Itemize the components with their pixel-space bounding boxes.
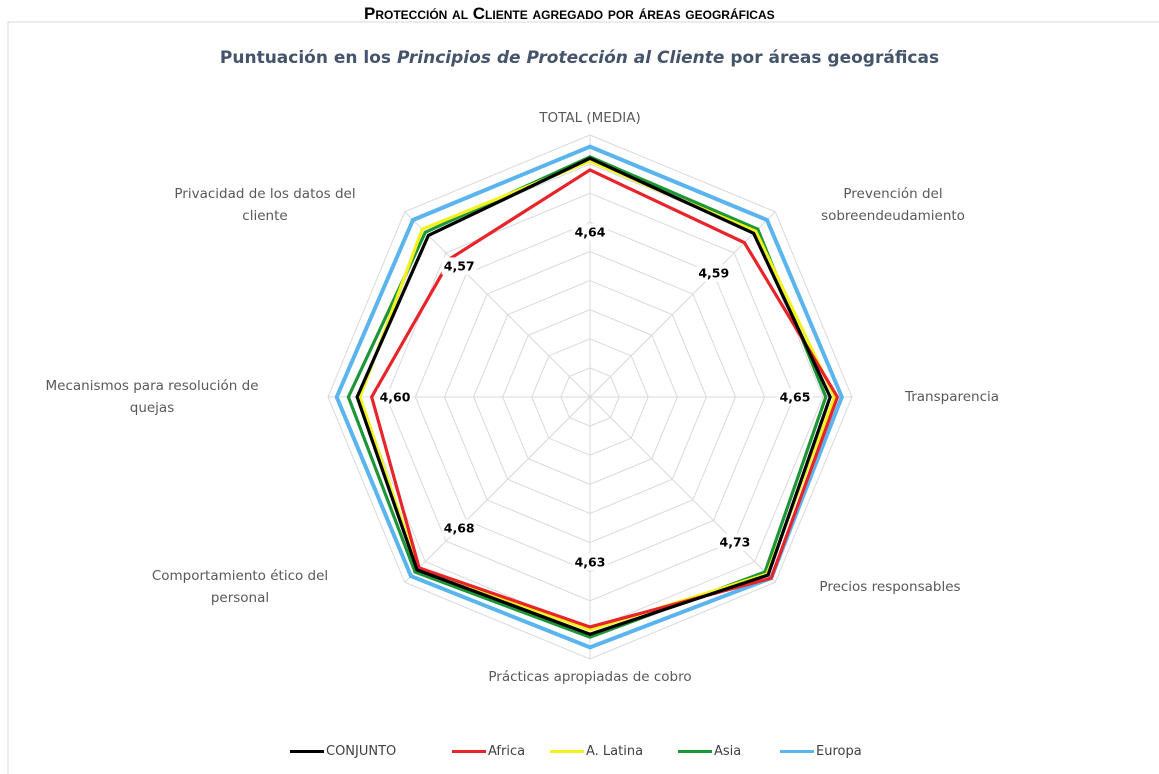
series-line xyxy=(334,144,844,650)
series-line xyxy=(369,168,840,629)
title-part: por áreas geográficas xyxy=(730,48,940,68)
data-label: 4,63 xyxy=(572,553,608,571)
axis-label: Prevención del sobreendeudamiento xyxy=(821,186,965,224)
axis-label: TOTAL (MEDIA) xyxy=(539,110,641,126)
legend-label: CONJUNTO xyxy=(326,744,397,759)
title-part: Puntuación en los xyxy=(219,48,392,68)
axis-line xyxy=(589,211,776,398)
legend-label: Africa xyxy=(488,744,526,759)
legend-swatch xyxy=(780,750,814,753)
data-label: 4,68 xyxy=(441,519,477,537)
axis-line xyxy=(404,211,591,398)
legend-item: Asia xyxy=(678,744,741,759)
legend-swatch xyxy=(290,750,324,753)
legend-item: Africa xyxy=(452,744,525,759)
axis-label: Precios responsables xyxy=(819,579,961,595)
axis-label: Comportamiento ético del personal xyxy=(151,568,329,606)
series-line xyxy=(355,156,832,636)
legend-item: A. Latina xyxy=(550,744,643,759)
header-title: Protección al Cliente agregado por áreas… xyxy=(364,4,775,23)
legend-label: Europa xyxy=(816,744,862,759)
legend-swatch xyxy=(678,750,712,753)
legend-swatch xyxy=(452,750,486,753)
legend-swatch xyxy=(550,750,584,753)
axis-label: Transparencia xyxy=(904,389,1000,405)
legend-label: Asia xyxy=(714,744,742,759)
data-label: 4,65 xyxy=(777,388,813,406)
data-label: 4,64 xyxy=(572,223,608,241)
data-label: 4,60 xyxy=(377,388,413,406)
title-part: Principios de Protección al Cliente xyxy=(396,48,725,68)
axis-label: Mecanismos para resolución de quejas xyxy=(45,378,259,416)
legend-label: A. Latina xyxy=(586,744,644,759)
legend-item: Europa xyxy=(780,744,862,759)
axis-label: Prácticas apropiadas de cobro xyxy=(488,669,692,685)
axis-line xyxy=(404,396,591,583)
data-label: 4,59 xyxy=(696,264,732,282)
chart-title: Puntuación en los Principios de Protecci… xyxy=(0,48,1159,68)
series-line xyxy=(358,159,837,632)
data-label: 4,73 xyxy=(717,533,753,551)
axis-label: Privacidad de los datos del cliente xyxy=(174,186,356,224)
axis-line xyxy=(589,396,776,583)
legend-item: CONJUNTO xyxy=(290,744,396,759)
data-label: 4,57 xyxy=(441,257,477,275)
